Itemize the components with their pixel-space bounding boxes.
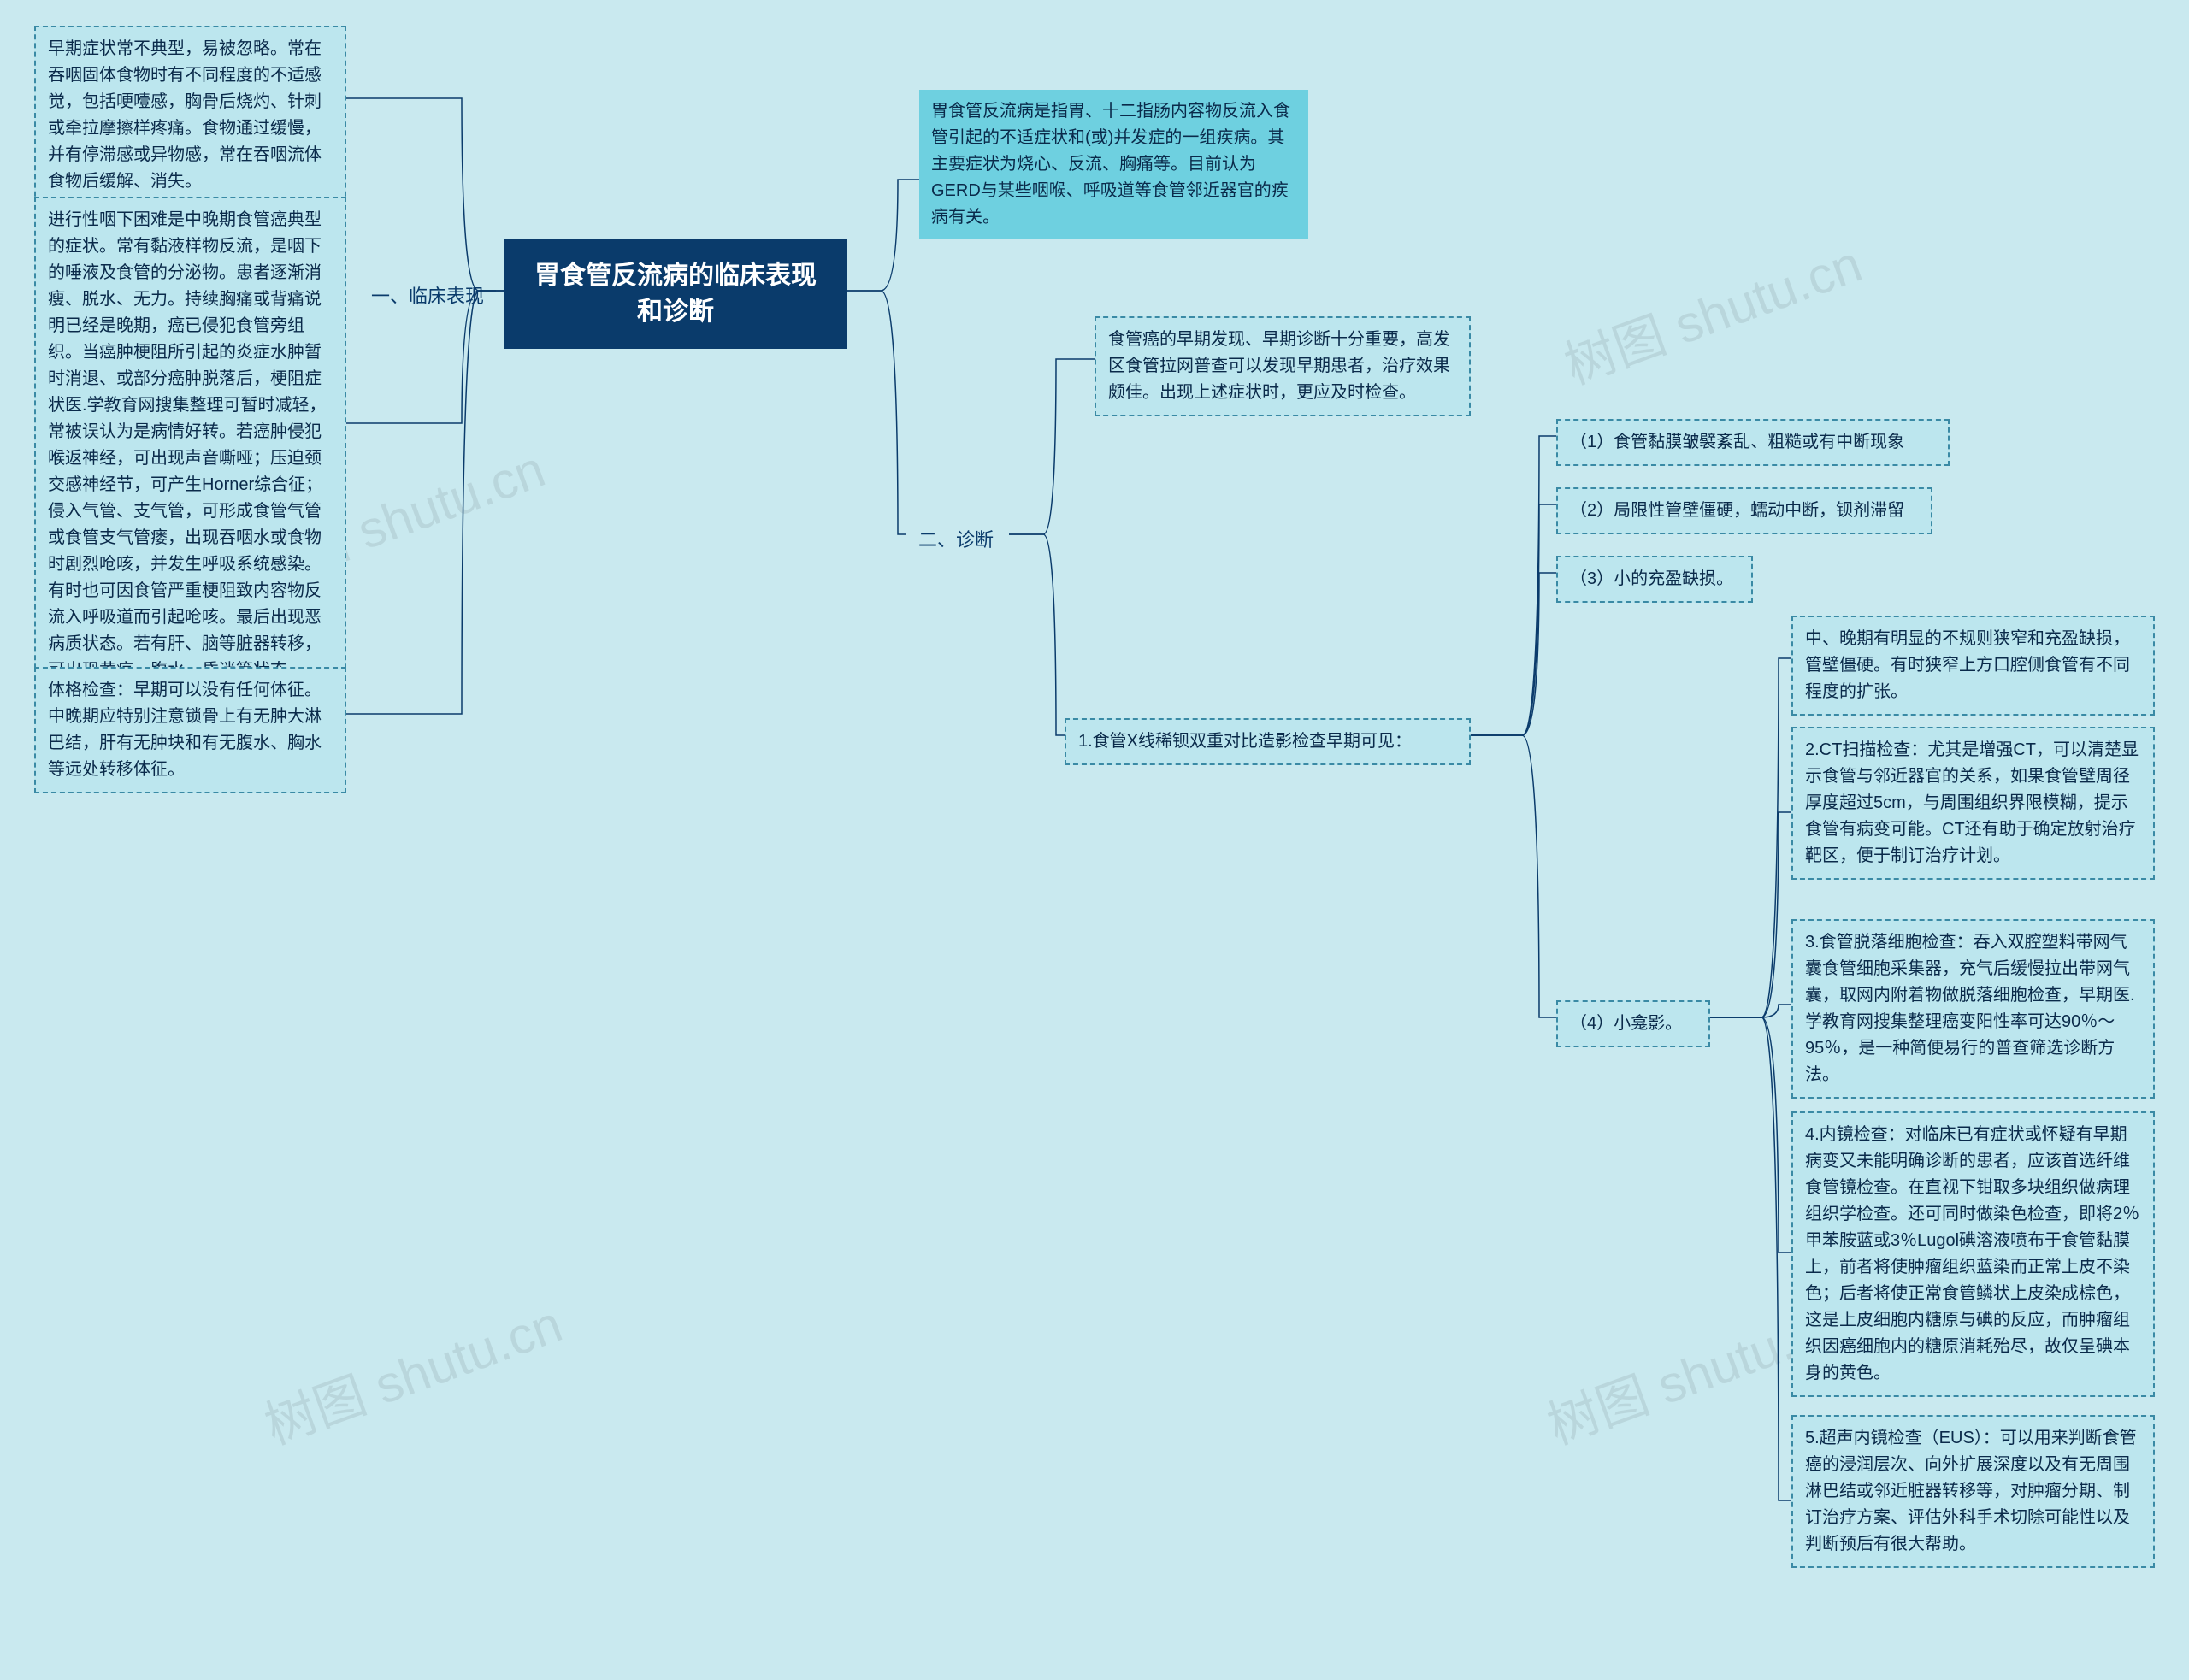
right-sub-item-2[interactable]: （2）局限性管壁僵硬，蠕动中断，钡剂滞留 <box>1556 487 1932 534</box>
right-sub-item-4[interactable]: （4）小龛影。 <box>1556 1000 1710 1047</box>
right-sub-item-3[interactable]: （3）小的充盈缺损。 <box>1556 556 1753 603</box>
right-sub-label-text: 1.食管X线稀钡双重对比造影检查早期可见： <box>1078 732 1412 751</box>
right-sub-item-1[interactable]: （1）食管黏膜皱襞紊乱、粗糙或有中断现象 <box>1556 419 1950 466</box>
right-detail-3[interactable]: 3.食管脱落细胞检查：吞入双腔塑料带网气囊食管细胞采集器，充气后缓慢拉出带网气囊… <box>1791 919 2155 1099</box>
root-title-line2: 和诊断 <box>637 298 714 326</box>
branch-right-label-text: 二、诊断 <box>918 529 994 551</box>
left-item-3[interactable]: 体格检查：早期可以没有任何体征。中晚期应特别注意锁骨上有无肿大淋巴结，肝有无肿块… <box>34 667 346 793</box>
right-detail-2-text: 2.CT扫描检查：尤其是增强CT，可以清楚显示食管与邻近器官的关系，如果食管壁周… <box>1805 740 2139 865</box>
watermark: 树图 shutu.cn <box>1553 222 1870 398</box>
right-note[interactable]: 食管癌的早期发现、早期诊断十分重要，高发区食管拉网普查可以发现早期患者，治疗效果… <box>1094 316 1471 416</box>
left-item-1[interactable]: 早期症状常不典型，易被忽略。常在吞咽固体食物时有不同程度的不适感觉，包括哽噎感，… <box>34 26 346 205</box>
right-sub-item-4-text: （4）小龛影。 <box>1570 1014 1682 1033</box>
left-item-2[interactable]: 进行性咽下困难是中晚期食管癌典型的症状。常有黏液样物反流，是咽下的唾液及食管的分… <box>34 197 346 694</box>
branch-left-label[interactable]: 一、临床表现 <box>359 274 496 320</box>
right-sub-item-2-text: （2）局限性管壁僵硬，蠕动中断，钡剂滞留 <box>1570 501 1904 520</box>
left-item-2-text: 进行性咽下困难是中晚期食管癌典型的症状。常有黏液样物反流，是咽下的唾液及食管的分… <box>48 210 327 680</box>
left-item-1-text: 早期症状常不典型，易被忽略。常在吞咽固体食物时有不同程度的不适感觉，包括哽噎感，… <box>48 39 322 191</box>
branch-right-label[interactable]: 二、诊断 <box>906 517 1006 563</box>
right-sub-item-3-text: （3）小的充盈缺损。 <box>1570 569 1733 588</box>
right-detail-5[interactable]: 5.超声内镜检查（EUS）：可以用来判断食管癌的浸润层次、向外扩展深度以及有无周… <box>1791 1415 2155 1568</box>
root-node[interactable]: 胃食管反流病的临床表现 和诊断 <box>504 239 847 349</box>
branch-left-label-text: 一、临床表现 <box>371 286 484 307</box>
right-detail-1[interactable]: 中、晚期有明显的不规则狭窄和充盈缺损，管壁僵硬。有时狭窄上方口腔侧食管有不同程度… <box>1791 616 2155 716</box>
intro-node[interactable]: 胃食管反流病是指胃、十二指肠内容物反流入食管引起的不适症状和(或)并发症的一组疾… <box>919 90 1308 239</box>
right-note-text: 食管癌的早期发现、早期诊断十分重要，高发区食管拉网普查可以发现早期患者，治疗效果… <box>1108 330 1450 402</box>
right-detail-1-text: 中、晚期有明显的不规则狭窄和充盈缺损，管壁僵硬。有时狭窄上方口腔侧食管有不同程度… <box>1805 629 2130 701</box>
right-detail-5-text: 5.超声内镜检查（EUS）：可以用来判断食管癌的浸润层次、向外扩展深度以及有无周… <box>1805 1429 2137 1553</box>
right-detail-4-text: 4.内镜检查：对临床已有症状或怀疑有早期病变又未能明确诊断的患者，应该首选纤维食… <box>1805 1125 2139 1382</box>
watermark: 树图 shutu.cn <box>253 1282 570 1459</box>
right-sub-label[interactable]: 1.食管X线稀钡双重对比造影检查早期可见： <box>1065 718 1471 765</box>
right-detail-3-text: 3.食管脱落细胞检查：吞入双腔塑料带网气囊食管细胞采集器，充气后缓慢拉出带网气囊… <box>1805 933 2135 1084</box>
right-detail-2[interactable]: 2.CT扫描检查：尤其是增强CT，可以清楚显示食管与邻近器官的关系，如果食管壁周… <box>1791 727 2155 880</box>
intro-text: 胃食管反流病是指胃、十二指肠内容物反流入食管引起的不适症状和(或)并发症的一组疾… <box>931 102 1290 227</box>
root-title-line1: 胃食管反流病的临床表现 <box>534 262 817 290</box>
right-sub-item-1-text: （1）食管黏膜皱襞紊乱、粗糙或有中断现象 <box>1570 433 1904 451</box>
right-detail-4[interactable]: 4.内镜检查：对临床已有症状或怀疑有早期病变又未能明确诊断的患者，应该首选纤维食… <box>1791 1111 2155 1397</box>
left-item-3-text: 体格检查：早期可以没有任何体征。中晚期应特别注意锁骨上有无肿大淋巴结，肝有无肿块… <box>48 681 322 779</box>
